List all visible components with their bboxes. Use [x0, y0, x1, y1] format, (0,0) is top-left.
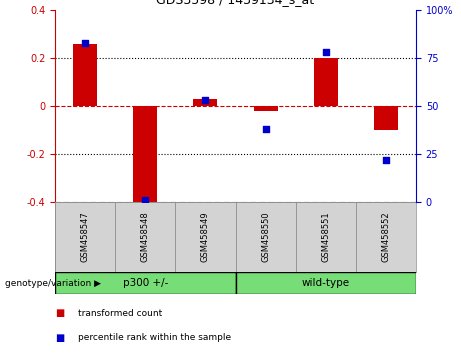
- Point: [142, 197, 149, 203]
- Bar: [314, 58, 338, 106]
- Text: GSM458548: GSM458548: [141, 212, 150, 262]
- Bar: [356, 202, 416, 272]
- Bar: [175, 202, 236, 272]
- Bar: [55, 202, 115, 272]
- Bar: [193, 99, 218, 106]
- Text: ■: ■: [55, 333, 64, 343]
- Bar: [374, 106, 398, 130]
- Bar: [254, 106, 278, 111]
- Bar: [73, 44, 97, 106]
- Point: [262, 126, 269, 132]
- Text: genotype/variation ▶: genotype/variation ▶: [5, 279, 100, 287]
- Text: percentile rank within the sample: percentile rank within the sample: [78, 333, 231, 343]
- Point: [322, 50, 330, 55]
- Bar: [236, 272, 416, 294]
- Point: [382, 157, 390, 162]
- Bar: [133, 106, 157, 204]
- Bar: [236, 202, 296, 272]
- Text: GSM458549: GSM458549: [201, 212, 210, 262]
- Text: GSM458552: GSM458552: [381, 212, 390, 262]
- Text: GSM458551: GSM458551: [321, 212, 330, 262]
- Title: GDS3598 / 1439134_s_at: GDS3598 / 1439134_s_at: [156, 0, 314, 6]
- Text: p300 +/-: p300 +/-: [123, 278, 168, 288]
- Text: transformed count: transformed count: [78, 309, 162, 318]
- Text: GSM458550: GSM458550: [261, 212, 270, 262]
- Bar: [55, 272, 236, 294]
- Point: [82, 40, 89, 45]
- Text: GSM458547: GSM458547: [81, 212, 89, 262]
- Bar: [115, 202, 175, 272]
- Bar: [296, 202, 356, 272]
- Text: wild-type: wild-type: [301, 278, 350, 288]
- Text: ■: ■: [55, 308, 64, 318]
- Point: [202, 97, 209, 103]
